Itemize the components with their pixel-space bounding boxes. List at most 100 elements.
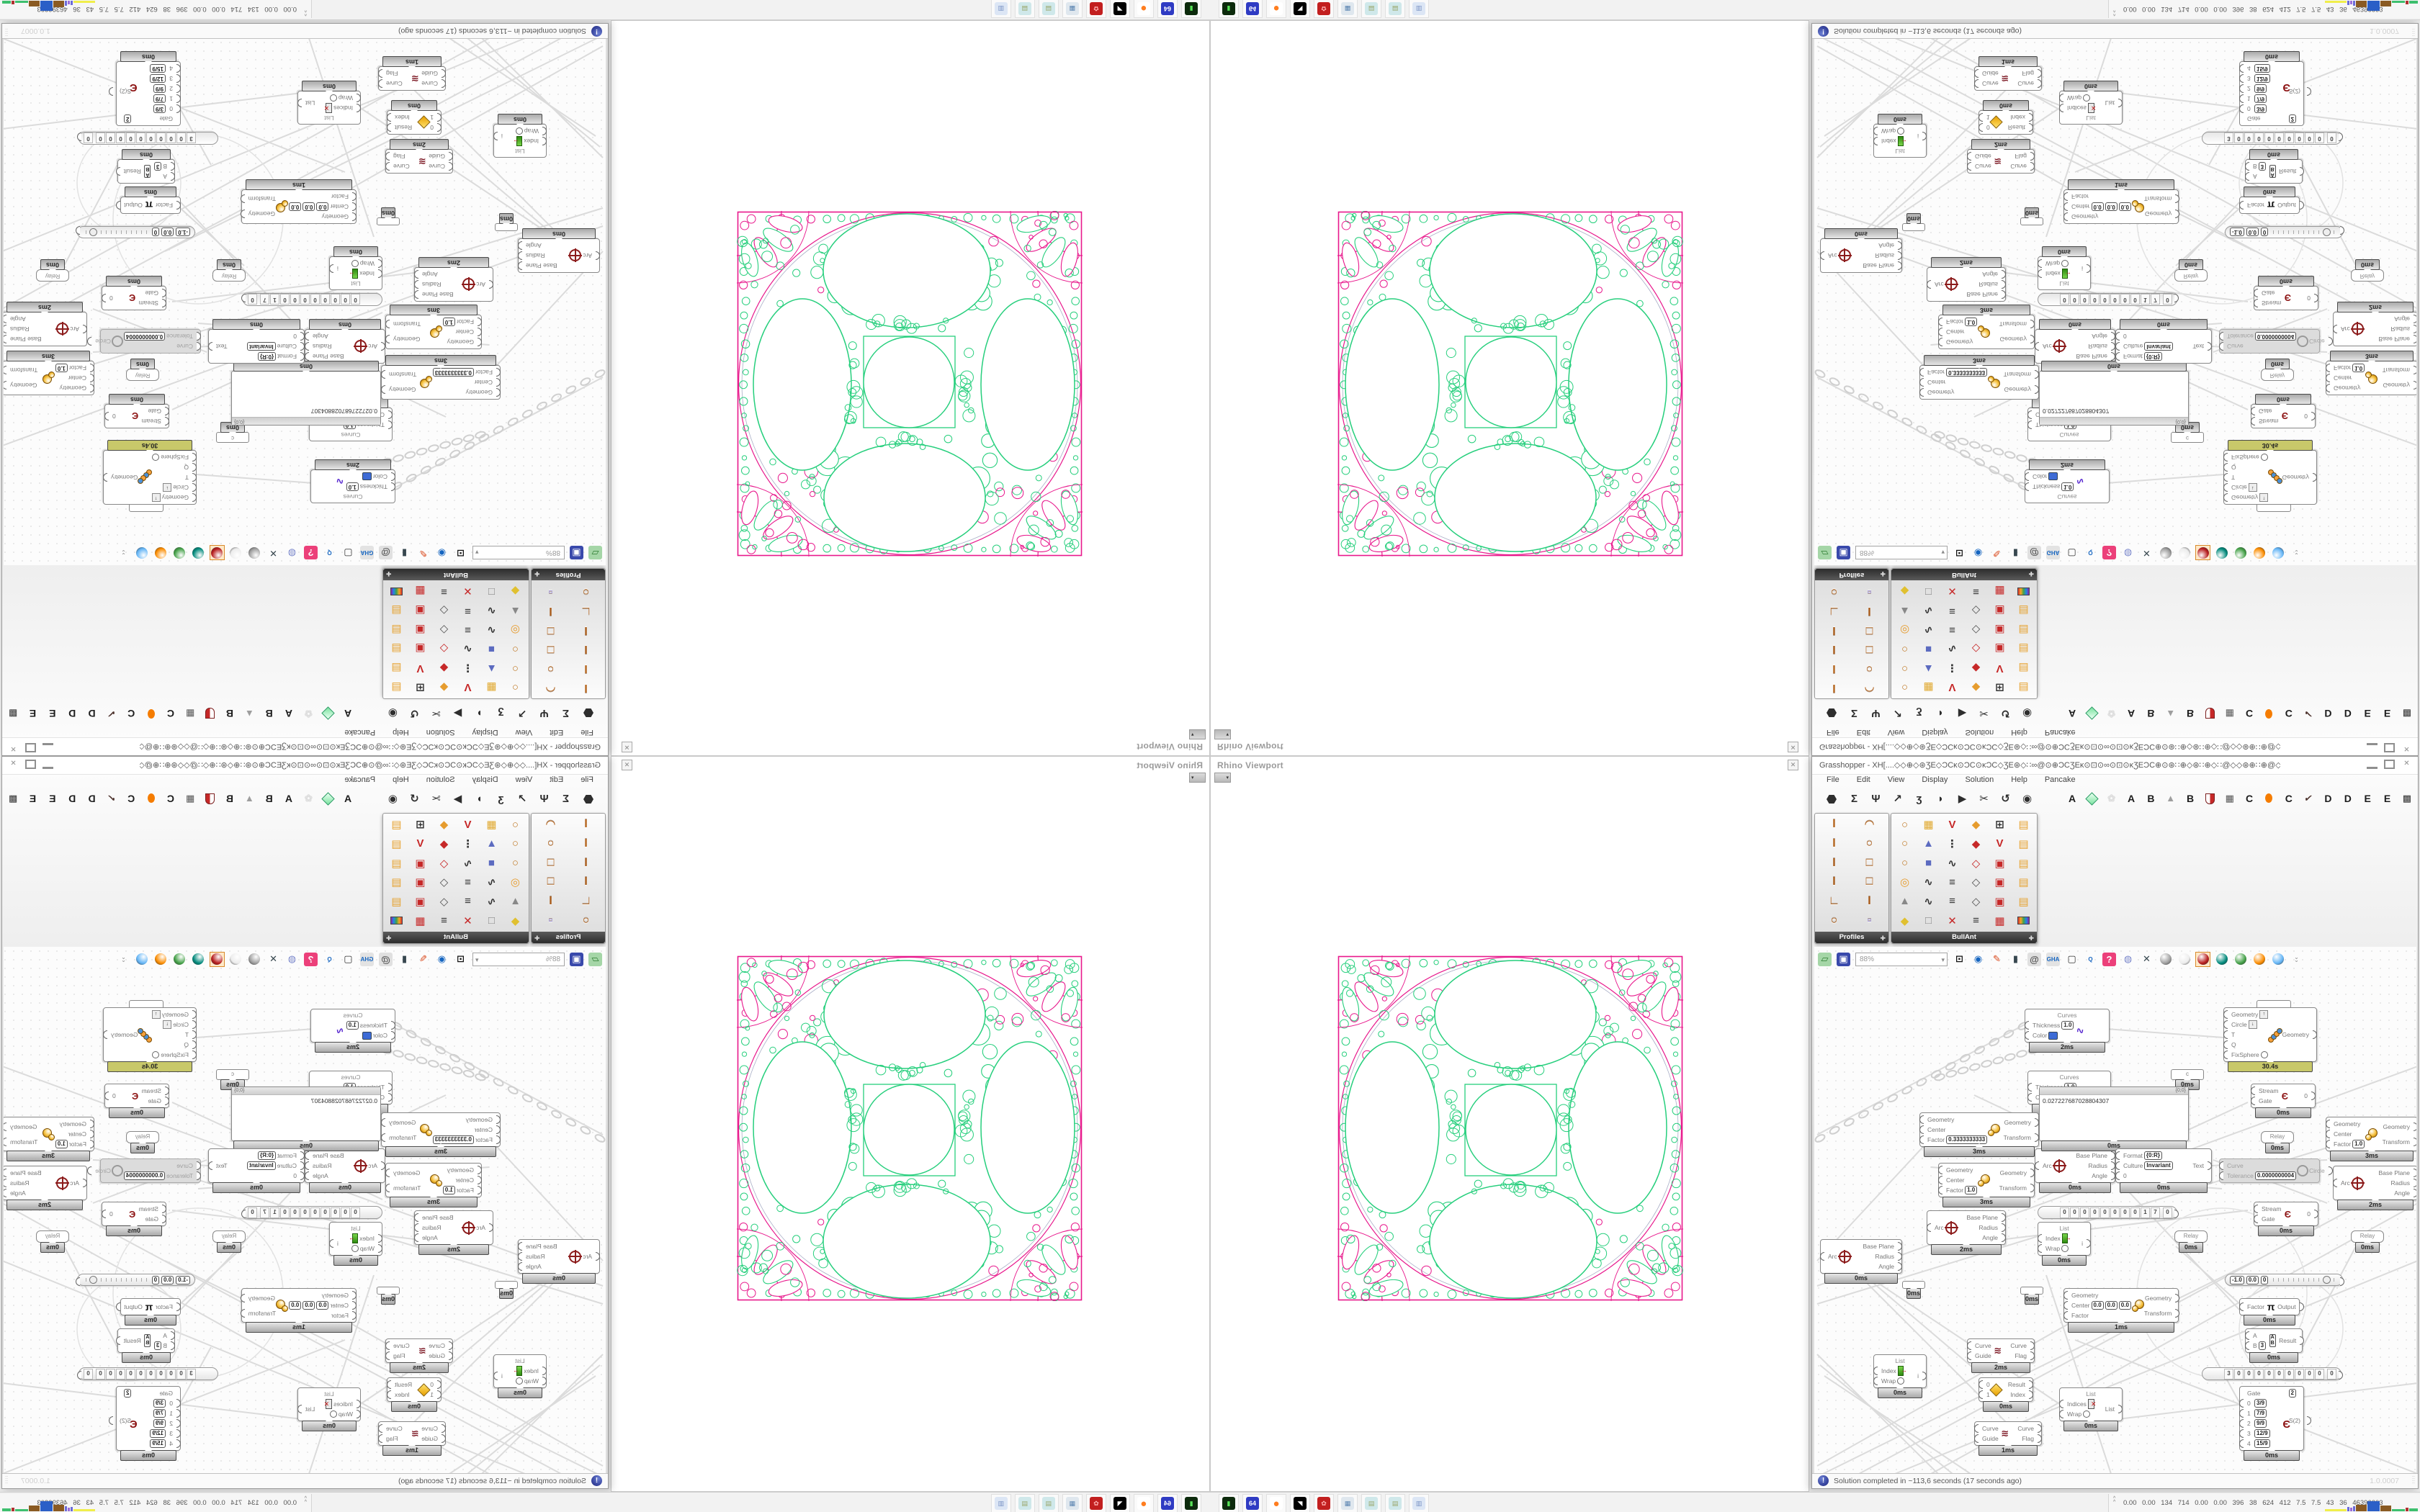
palette-component-icon[interactable]: □ — [547, 643, 555, 656]
value-chip[interactable]: 0.0 — [289, 202, 302, 211]
input-socket[interactable] — [171, 172, 175, 181]
palette-component-icon[interactable]: V — [416, 837, 424, 850]
output-socket[interactable] — [77, 132, 81, 141]
menu-edit[interactable]: Edit — [550, 728, 564, 737]
category-tab-4[interactable]: ʒ — [498, 707, 504, 719]
value-chip[interactable]: 3/9 — [153, 104, 166, 113]
input-socket[interactable] — [478, 318, 482, 326]
input-socket[interactable] — [1927, 1223, 1931, 1232]
category-tab-1[interactable]: Σ — [1850, 793, 1857, 805]
gh-node[interactable]: Factor π Output 0ms — [116, 1298, 181, 1326]
category-tab-9[interactable]: ◉ — [387, 793, 398, 805]
input-socket[interactable] — [2239, 84, 2244, 93]
output-socket[interactable] — [2414, 1169, 2416, 1177]
gh-node[interactable]: A B 3 A B Result 0ms — [115, 149, 175, 184]
category-tab-6[interactable]: ▶ — [453, 707, 462, 719]
input-socket[interactable] — [449, 1341, 453, 1350]
gh-node[interactable]: ListIndexWrapi0ms — [329, 1222, 382, 1266]
palette-component-icon[interactable]: Ι — [1832, 818, 1836, 831]
output-socket[interactable] — [2002, 270, 2006, 279]
input-socket[interactable] — [2326, 1130, 2330, 1138]
gh-node[interactable]: Geometry Center Factor 0.3333333333 Geometry… — [1919, 355, 2039, 400]
input-socket[interactable] — [2239, 1399, 2244, 1408]
output-socket[interactable] — [4, 315, 6, 323]
tab-profiles[interactable]: Profiles ✚ — [532, 569, 605, 580]
plugin-tab-15[interactable]: E — [49, 793, 56, 804]
output-socket[interactable] — [305, 332, 309, 341]
help-box-icon[interactable]: ? — [2102, 952, 2116, 966]
toolbar-overflow-chevron[interactable]: ⌄ ⌄ — [2294, 549, 2299, 558]
palette-component-icon[interactable]: ◇ — [439, 857, 449, 870]
mini-node[interactable]: 0ms — [377, 1287, 400, 1305]
value-chip[interactable]: 3 — [153, 162, 162, 171]
input-socket[interactable] — [176, 1302, 181, 1311]
input-socket[interactable] — [2115, 352, 2120, 361]
tab-bullant[interactable]: BullAnt ✚ — [383, 569, 529, 580]
input-socket[interactable] — [1978, 1390, 1983, 1399]
gh-node[interactable]: Geometry Center Factor 0.3333333333 Geometry… — [1919, 1112, 2039, 1157]
input-socket[interactable] — [162, 289, 166, 297]
gh-node[interactable]: 0 1 Result Index 0ms — [1978, 100, 2033, 135]
palette-component-icon[interactable]: ▤ — [2018, 680, 2029, 693]
palette-component-icon[interactable]: ⋮ — [462, 837, 473, 850]
output-socket[interactable] — [2314, 294, 2318, 302]
input-socket[interactable] — [176, 1429, 181, 1438]
value-chip[interactable]: 0.0 — [2091, 1301, 2104, 1310]
sketch-icon[interactable]: ✎ — [419, 548, 427, 559]
output-socket[interactable] — [414, 1233, 418, 1242]
input-socket[interactable] — [442, 79, 446, 88]
gh-canvas[interactable]: 17msCurvesThickness1.0Color∿2msCurvesThi… — [1814, 37, 2416, 565]
input-socket[interactable] — [90, 364, 94, 372]
output-socket[interactable] — [329, 264, 333, 273]
color-swatch[interactable] — [2048, 472, 2058, 481]
category-tab-9[interactable]: ◉ — [2022, 793, 2033, 805]
gh-node[interactable]: Arc Base Plane Radius Angle 2ms — [4, 1166, 87, 1210]
palette-component-icon[interactable]: ∟ — [580, 894, 592, 907]
palette-component-icon[interactable]: ✕ — [463, 585, 472, 598]
tab-profiles[interactable]: Profiles ✚ — [532, 932, 605, 943]
input-socket[interactable] — [1967, 1341, 1971, 1350]
gh-node[interactable]: Arc Base Plane Radius Angle 0ms — [305, 1148, 385, 1193]
input-socket[interactable] — [496, 1115, 501, 1124]
relay-node[interactable]: Relay 0ms — [2174, 1230, 2208, 1253]
gh-node[interactable]: Geometry ↑ Circle ↓ T Q FixSphere Geometry 30.4s — [2223, 1007, 2317, 1072]
gh-node[interactable]: Arc Base Plane Radius Angle 0ms — [1820, 228, 1902, 273]
input-socket[interactable] — [378, 1234, 382, 1243]
input-socket[interactable] — [442, 69, 446, 78]
value-chip[interactable]: 3/9 — [153, 1399, 166, 1408]
input-socket[interactable] — [2333, 325, 2337, 333]
palette-component-icon[interactable]: Ι — [1868, 605, 1871, 618]
palette-component-icon[interactable]: ≡ — [1973, 585, 1979, 598]
input-socket[interactable] — [2239, 104, 2244, 113]
gh-node[interactable]: Geometry Center 0.0 0.0 0.0 Factor Geometry Tra… — [2063, 1288, 2180, 1333]
palette-component-icon[interactable]: ▣ — [415, 876, 426, 889]
relay-node[interactable]: Relay 0ms — [36, 1230, 69, 1253]
red-badge-icon[interactable]: ✿ — [1314, 0, 1334, 18]
red-badge-icon[interactable]: ✿ — [1086, 0, 1106, 18]
gh-node[interactable]: 0 1 Result Index 0ms — [387, 100, 442, 135]
value-chip[interactable]: 0.0 — [2118, 1301, 2131, 1310]
palette-component-icon[interactable]: ≡ — [465, 604, 471, 617]
viewport-canvas[interactable] — [612, 757, 1209, 1490]
balloon-icon[interactable]: ◍ — [2123, 548, 2133, 559]
input-socket[interactable] — [2059, 1410, 2063, 1418]
palette-component-icon[interactable]: ◆ — [439, 819, 449, 832]
zoom-extents-icon[interactable]: ⊡ — [1955, 548, 1963, 559]
output-socket[interactable] — [77, 1371, 81, 1380]
output-socket[interactable] — [4, 381, 6, 390]
output-socket[interactable] — [2002, 1223, 2006, 1232]
input-socket[interactable] — [388, 1093, 393, 1102]
input-socket[interactable] — [176, 1409, 181, 1418]
maximize-button[interactable] — [2384, 760, 2395, 769]
category-tab-9[interactable]: ◉ — [2022, 707, 2033, 719]
palette-component-icon[interactable]: ▤ — [2018, 623, 2029, 636]
mail-icon[interactable]: @ — [2027, 952, 2041, 966]
palette-component-icon[interactable]: □ — [1865, 876, 1873, 888]
output-socket[interactable] — [1898, 1242, 1902, 1251]
output-socket[interactable] — [381, 385, 385, 395]
input-socket[interactable] — [165, 417, 169, 426]
gh-node[interactable]: Arc Base Plane Radius Angle 2ms — [1927, 257, 2006, 302]
paper-icon[interactable]: ▥ — [1409, 0, 1429, 18]
md-slider-node[interactable]: -1.0 0.0 0 — [76, 226, 195, 238]
plugin-tab-13[interactable]: D — [88, 793, 96, 804]
